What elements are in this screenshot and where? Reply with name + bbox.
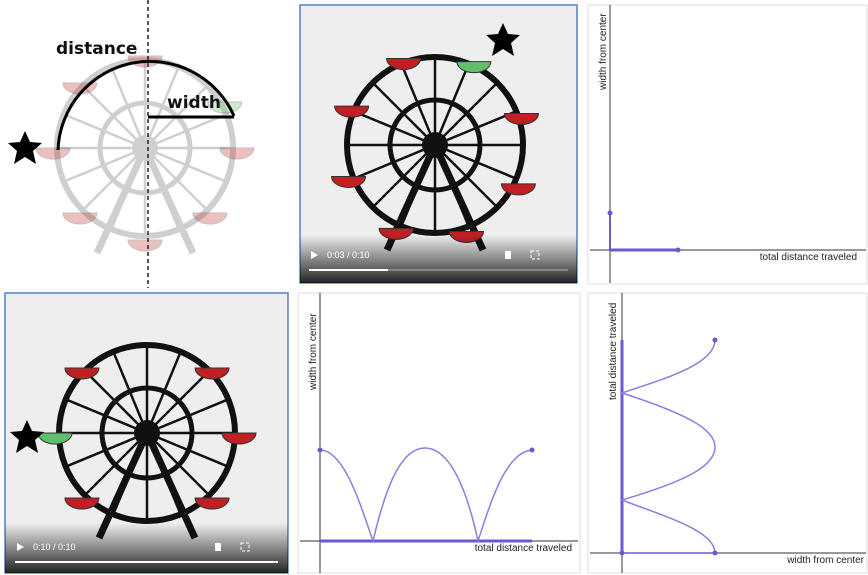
time: 0:10 / 0:10 [33, 542, 76, 552]
gondola [193, 213, 227, 224]
x-axis-label: width from center [786, 555, 864, 566]
y-axis-label: total distance traveled [608, 303, 619, 400]
width-label: width [167, 93, 221, 113]
time: 0:03 / 0:10 [327, 250, 370, 260]
graph-panel: total distance traveled width from cente… [588, 293, 867, 573]
x-axis-label: total distance traveled [475, 543, 572, 554]
video-panel: 0:03 / 0:10 [300, 5, 577, 283]
gondola [36, 148, 70, 159]
gondola [128, 240, 162, 251]
distance-label: distance [56, 39, 137, 59]
graph-panel: width from center total distance travele… [588, 5, 867, 284]
collage: distance width 0:03 / 0:10 width from ce… [0, 0, 868, 575]
point [318, 448, 323, 453]
gondola [220, 148, 254, 159]
point [608, 211, 613, 216]
graph-frame [298, 293, 580, 573]
point [713, 551, 718, 556]
point [620, 551, 625, 556]
point [530, 448, 535, 453]
volume[interactable] [215, 543, 221, 551]
star [8, 131, 42, 164]
video-panel: 0:10 / 0:10 [5, 293, 288, 573]
gondola [63, 213, 97, 224]
x-axis-label: total distance traveled [760, 252, 857, 263]
point [713, 338, 718, 343]
diagram-panel: distance width [8, 0, 254, 288]
volume[interactable] [505, 251, 511, 259]
y-axis-label: width from center [598, 13, 609, 91]
y-axis-label: width from center [308, 313, 319, 391]
graph-frame [588, 5, 867, 284]
graph-frame [588, 293, 867, 573]
graph-panel: width from center total distance travele… [298, 293, 580, 573]
point [676, 248, 681, 253]
